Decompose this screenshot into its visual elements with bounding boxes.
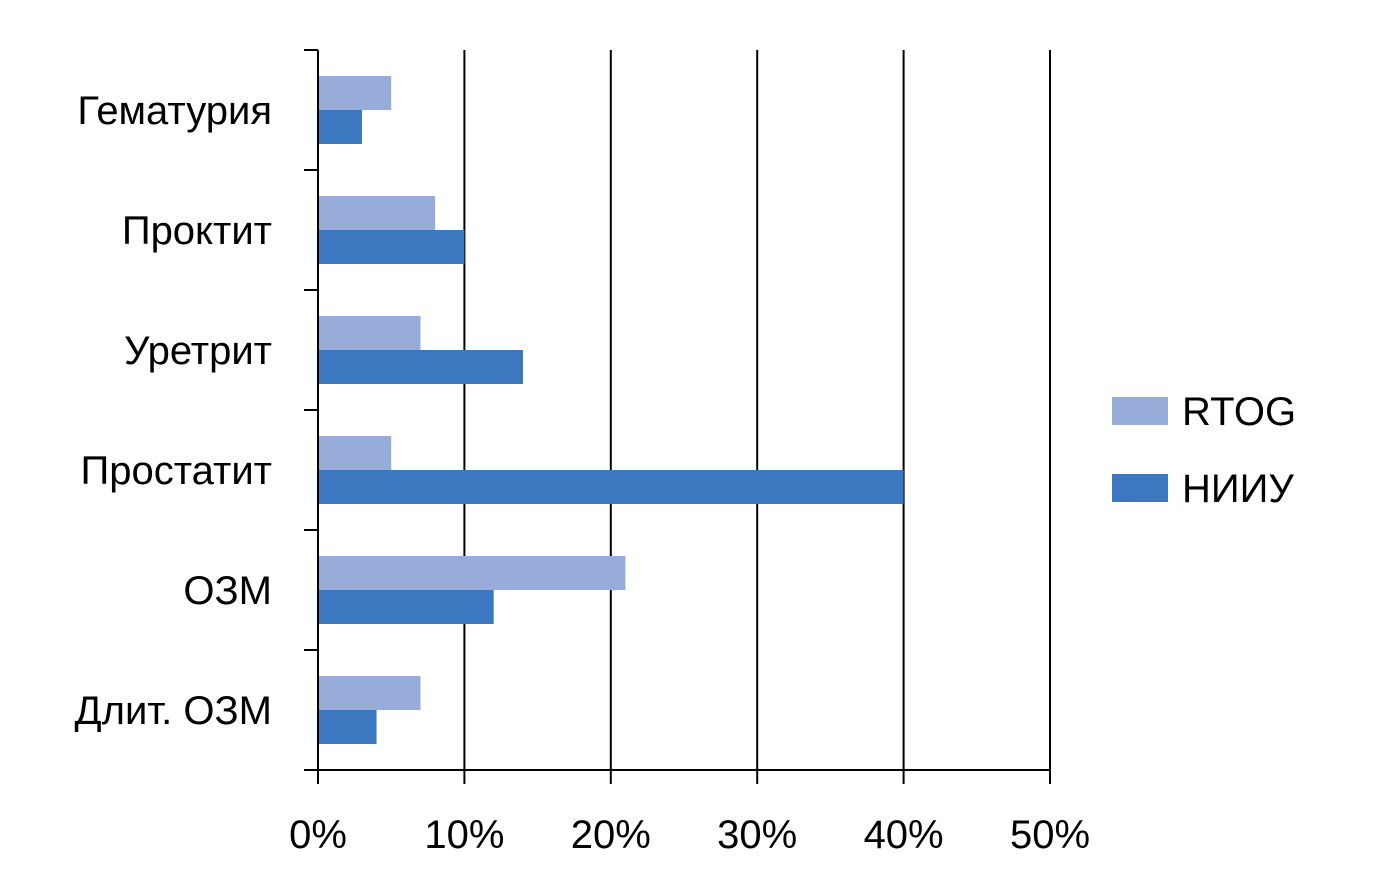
axes	[304, 49, 1051, 784]
bar-rtog-уретрит	[318, 316, 421, 350]
bar-rtog-озм	[318, 556, 626, 590]
bars	[318, 76, 904, 744]
bar-нииу-простатит	[318, 470, 904, 504]
gridlines	[463, 50, 1051, 770]
x-tick-label: 30%	[717, 813, 797, 857]
bar-нииу-озм	[318, 590, 494, 624]
legend: RTOG НИИУ	[1112, 390, 1296, 511]
bar-нииу-длит-озм	[318, 710, 377, 744]
legend-swatch-нииу	[1112, 474, 1168, 502]
bar-rtog-проктит	[318, 196, 436, 230]
category-label-гематурия: Гематурия	[77, 89, 272, 133]
bar-нииу-уретрит	[318, 350, 523, 384]
legend-label-rtog: RTOG	[1182, 390, 1296, 434]
bar-rtog-простатит	[318, 436, 392, 470]
x-tick-label: 20%	[571, 813, 651, 857]
bar-rtog-гематурия	[318, 76, 392, 110]
bar-rtog-длит-озм	[318, 676, 421, 710]
x-tick-label: 40%	[864, 813, 944, 857]
legend-swatch-rtog	[1112, 397, 1168, 425]
x-tick-label: 50%	[1010, 813, 1090, 857]
x-tick-label: 10%	[424, 813, 504, 857]
category-label-простатит: Простатит	[81, 449, 272, 493]
category-label-озм: ОЗМ	[183, 569, 272, 613]
x-tick-label: 0%	[289, 813, 347, 857]
bar-нииу-гематурия	[318, 110, 362, 144]
bar-нииу-проктит	[318, 230, 465, 264]
category-label-уретрит: Уретрит	[124, 329, 272, 373]
category-label-проктит: Проктит	[122, 209, 272, 253]
category-label-длит-озм: Длит. ОЗМ	[75, 689, 272, 733]
legend-label-нииу: НИИУ	[1182, 467, 1294, 511]
axis-labels: 0% 10% 20% 30% 40% 50% Гематурия Проктит Уретрит…	[75, 89, 1091, 857]
